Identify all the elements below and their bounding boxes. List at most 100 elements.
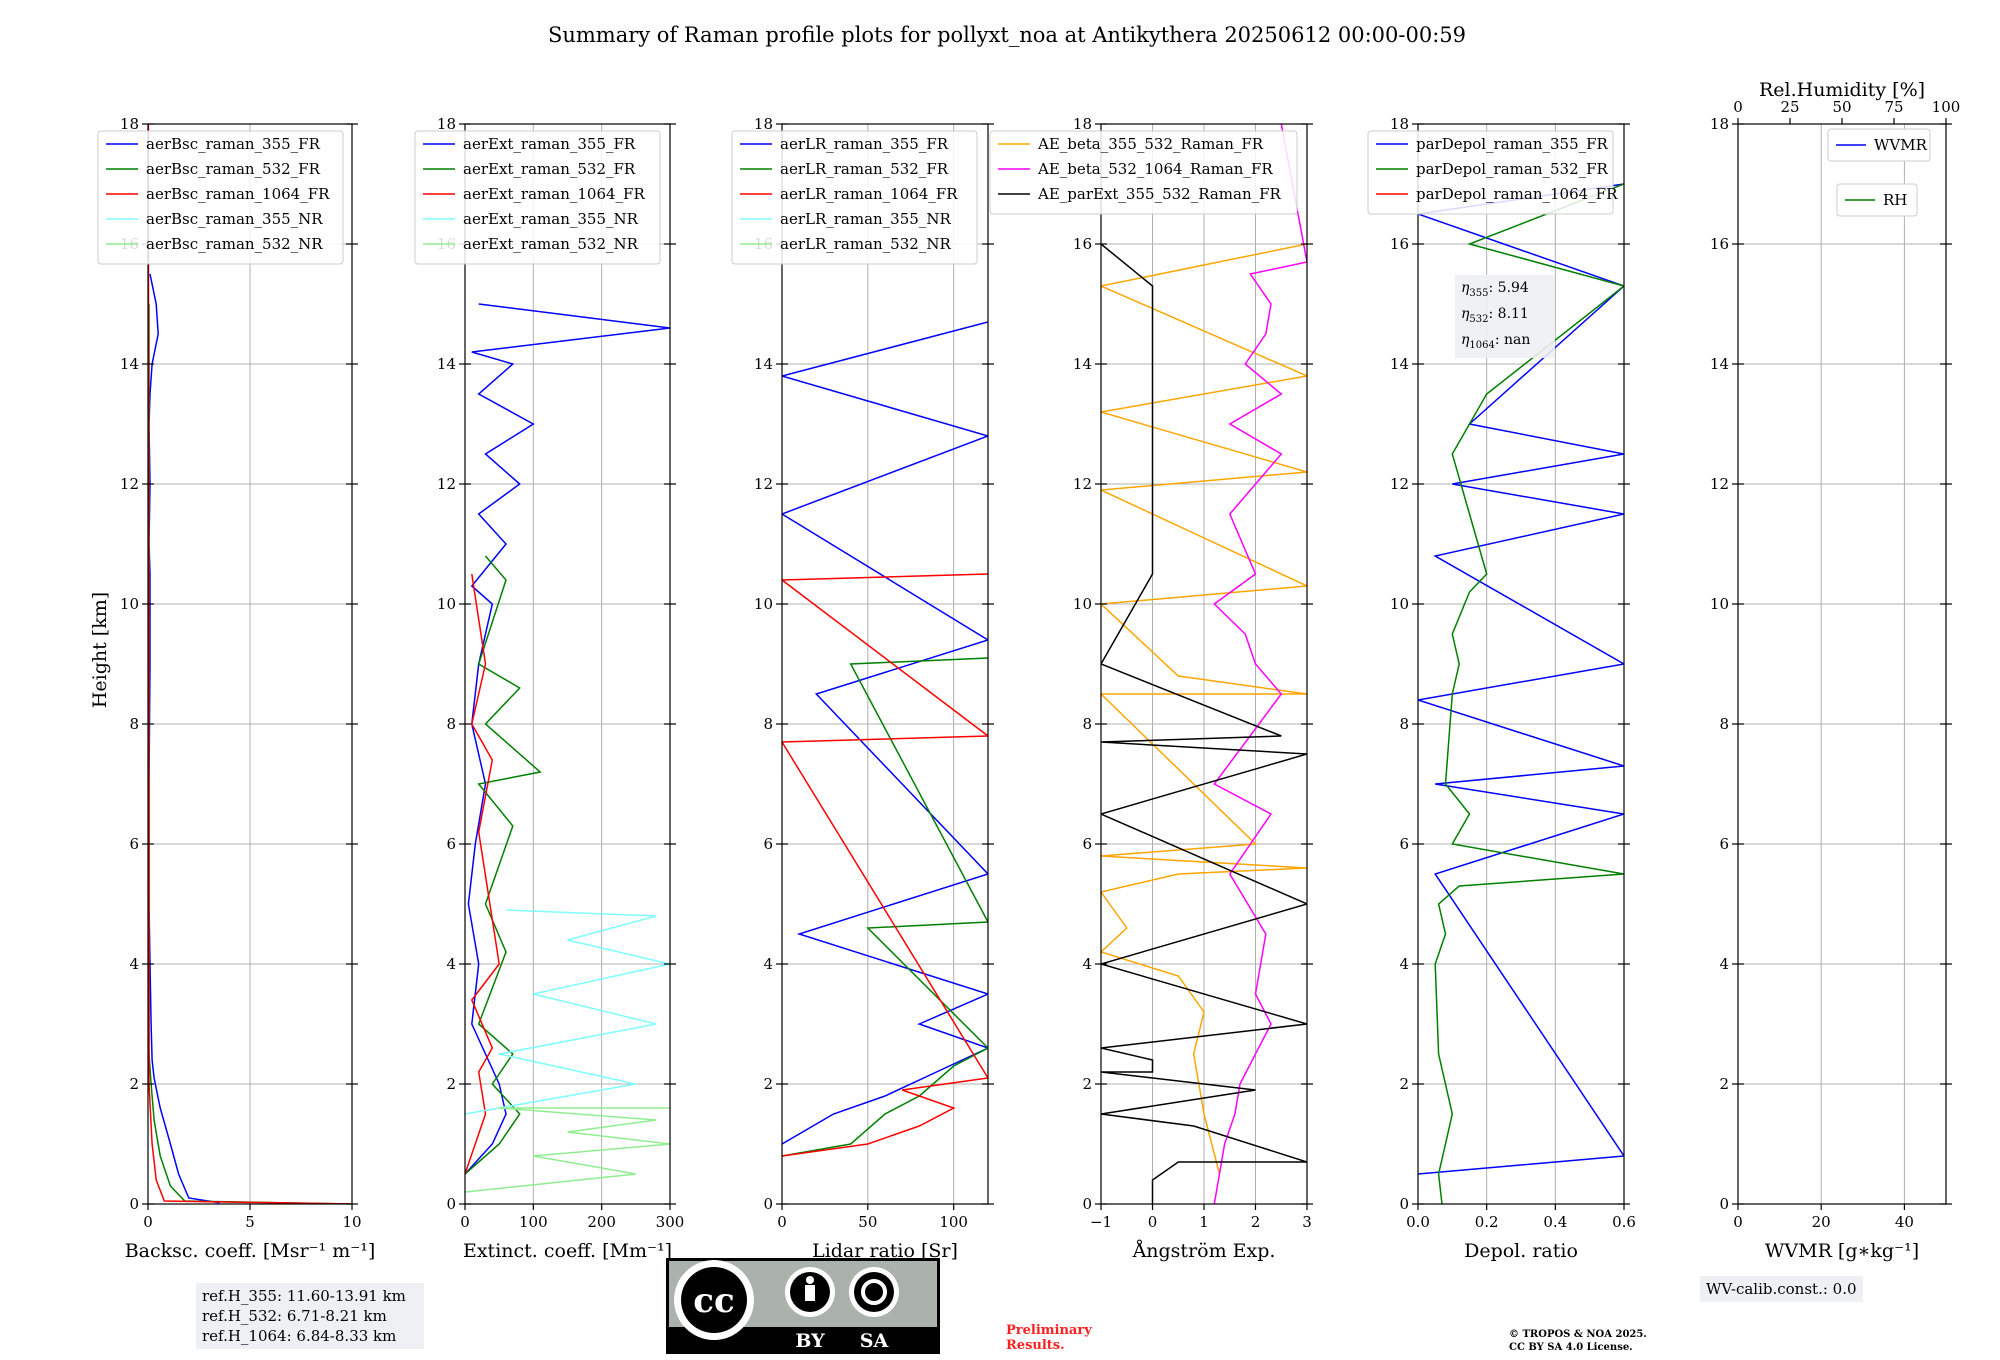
x-tick-label: 10 [342, 1213, 361, 1231]
x-tick-label: 50 [858, 1213, 877, 1231]
series-line [465, 303, 670, 1175]
wv-calib-const: WV-calib.const.: 0.0 [1706, 1280, 1857, 1298]
y-tick-label: 12 [754, 475, 773, 493]
y-tick-label: 12 [1073, 475, 1092, 493]
legend-box [731, 130, 978, 265]
series-group [465, 303, 670, 1193]
series-line [465, 555, 542, 1175]
ref-h-355: ref.H_355: 11.60-13.91 km [202, 1287, 406, 1305]
cc-icon [681, 1267, 747, 1333]
x-tick-label: 100 [519, 1213, 548, 1231]
cc-by-sa-badge: cc BY SA [666, 1258, 940, 1354]
y-tick-label: 12 [120, 475, 139, 493]
y-tick-label: 18 [437, 115, 456, 133]
x-tick-label: 3 [1302, 1213, 1312, 1231]
y-tick-label: 4 [1082, 955, 1092, 973]
axes-frame [781, 123, 989, 1205]
y-tick-label: 18 [1390, 115, 1409, 133]
y-tick-label: 12 [437, 475, 456, 493]
y-tick-label: 8 [1082, 715, 1092, 733]
panels: 0246810121416180510Backsc. coeff. [Msr⁻¹… [97, 79, 1960, 1262]
x2-tick-label: 75 [1884, 98, 1903, 116]
x-tick-label: 2 [1251, 1213, 1261, 1231]
y-axis-label: Height [km] [89, 592, 111, 708]
x-axis-label: Extinct. coeff. [Mm⁻¹] [463, 1240, 672, 1262]
eta-355: 5.94 [1497, 280, 1529, 296]
legend-label: aerExt_raman_355_FR [463, 135, 636, 153]
legend-label: AE_parExt_355_532_Raman_FR [1037, 185, 1282, 203]
x-tick-label: 0 [1733, 1213, 1743, 1231]
x2-tick-label: 0 [1733, 98, 1743, 116]
y-tick-label: 10 [1073, 595, 1092, 613]
legend-label: aerExt_raman_1064_FR [463, 185, 645, 203]
y-tick-label: 2 [1082, 1075, 1092, 1093]
y-tick-label: 10 [1390, 595, 1409, 613]
legend-label: RH [1883, 191, 1907, 209]
legend-label: aerBsc_raman_355_NR [146, 210, 323, 228]
series-group [1101, 124, 1307, 1204]
x-tick-label: 0 [777, 1213, 787, 1231]
y-tick-label: 0 [1082, 1195, 1092, 1213]
legend-box [1367, 130, 1614, 215]
y-tick-label: 4 [446, 955, 456, 973]
y-tick-label: 0 [1399, 1195, 1409, 1213]
legend-label: aerExt_raman_355_NR [463, 210, 639, 228]
x-tick-label: 0.6 [1612, 1213, 1636, 1231]
x-axis-label: Lidar ratio [Sr] [812, 1240, 958, 1262]
axes-frame [464, 123, 671, 1205]
y-tick-label: 16 [1390, 235, 1409, 253]
series-line [465, 573, 500, 1175]
y-tick-label: 18 [1073, 115, 1092, 133]
x-tick-label: 0 [460, 1213, 470, 1231]
legend-label: AE_beta_532_1064_Raman_FR [1037, 160, 1273, 178]
x-tick-label: 200 [587, 1213, 616, 1231]
y-tick-label: 10 [437, 595, 456, 613]
y-tick-label: 8 [1399, 715, 1409, 733]
y-tick-label: 2 [763, 1075, 773, 1093]
y-tick-label: 8 [129, 715, 139, 733]
series-line [1213, 124, 1307, 1204]
y-tick-label: 16 [1710, 235, 1729, 253]
reference-height-box: ref.H_355: 11.60-13.91 km ref.H_532: 6.7… [196, 1283, 424, 1349]
y-tick-label: 2 [1399, 1075, 1409, 1093]
legend-box [1827, 128, 1931, 162]
y-tick-label: 18 [1710, 115, 1729, 133]
series-line [782, 573, 988, 1157]
y-tick-label: 6 [446, 835, 456, 853]
figure-title: Summary of Raman profile plots for polly… [548, 23, 1466, 47]
sa-label: SA [860, 1330, 889, 1352]
y-tick-label: 0 [763, 1195, 773, 1213]
y-tick-label: 12 [1710, 475, 1729, 493]
series-line [782, 321, 988, 1145]
legend-box [1836, 183, 1918, 217]
x-tick-label: 0.4 [1543, 1213, 1567, 1231]
y-tick-label: 14 [1390, 355, 1409, 373]
series-group [148, 124, 352, 1204]
y-tick-label: 14 [1710, 355, 1729, 373]
x2-tick-label: 25 [1780, 98, 1799, 116]
y-tick-label: 4 [1399, 955, 1409, 973]
legend-box [97, 130, 344, 265]
y-tick-label: 10 [754, 595, 773, 613]
legend-label: aerExt_raman_532_FR [463, 160, 636, 178]
legend-label: aerBsc_raman_532_FR [146, 160, 321, 178]
panel-3: 024681012141618050100Lidar ratio [Sr]aer… [731, 115, 994, 1262]
y-tick-label: 8 [446, 715, 456, 733]
y-tick-label: 14 [120, 355, 139, 373]
legend-label: parDepol_raman_1064_FR [1416, 185, 1618, 203]
legend-label: AE_beta_355_532_Raman_FR [1037, 135, 1264, 153]
x-tick-label: 100 [939, 1213, 968, 1231]
x-tick-label: −1 [1090, 1213, 1112, 1231]
y-tick-label: 16 [1073, 235, 1092, 253]
x-tick-label: 0.0 [1406, 1213, 1430, 1231]
y-tick-label: 18 [120, 115, 139, 133]
x-axis-label: Ångström Exp. [1132, 1240, 1276, 1262]
wv-calib-box: WV-calib.const.: 0.0 [1700, 1276, 1863, 1302]
legend-label: aerBsc_raman_532_NR [146, 235, 323, 253]
legend-box [414, 130, 661, 265]
cc-text: cc [693, 1281, 734, 1321]
y-tick-label: 10 [1710, 595, 1729, 613]
x-tick-label: 0.2 [1475, 1213, 1499, 1231]
